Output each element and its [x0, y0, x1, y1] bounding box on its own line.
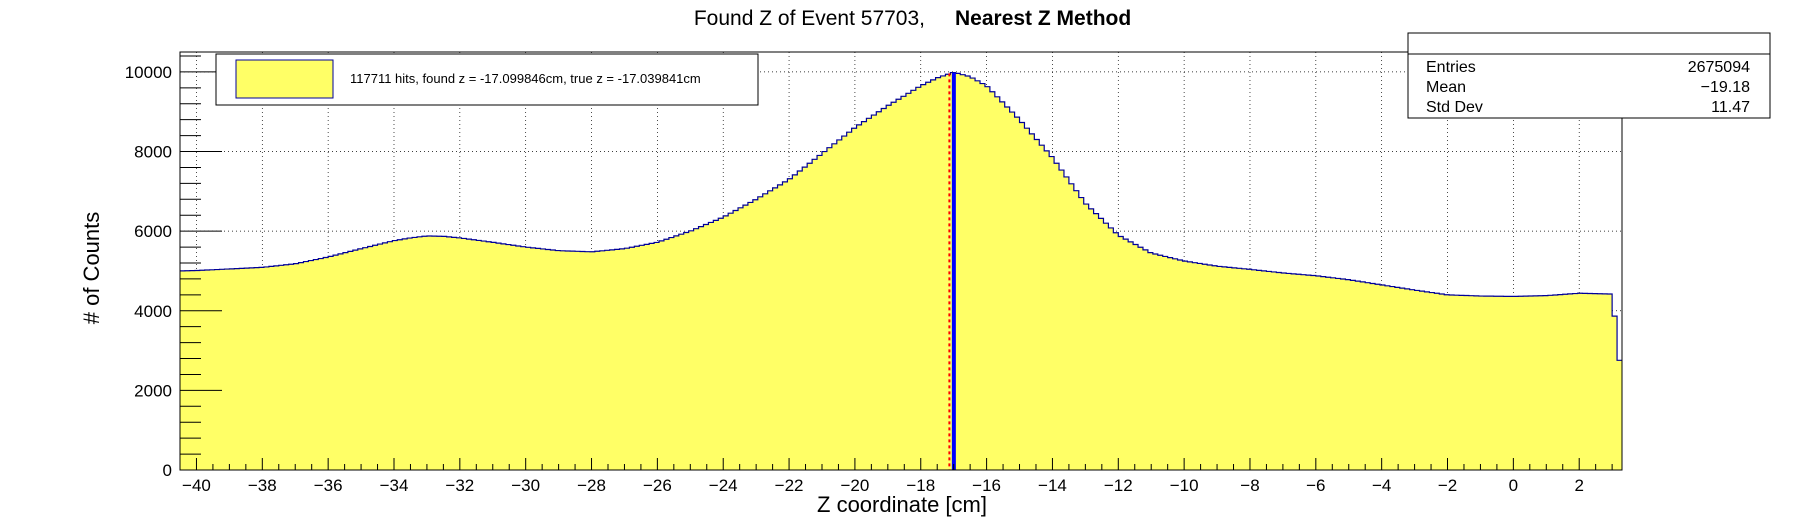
- x-tick-label: −38: [248, 476, 277, 495]
- y-tick-label: 8000: [134, 143, 172, 162]
- x-tick-label: 2: [1574, 476, 1583, 495]
- stats-box: Entries 2675094 Mean −19.18 Std Dev 11.4…: [1407, 32, 1771, 119]
- y-axis: 0 2000 4000 6000 8000 10000: [125, 55, 222, 480]
- x-tick-label: −40: [182, 476, 211, 495]
- x-axis-title: Z coordinate [cm]: [817, 492, 987, 517]
- legend-box: 117711 hits, found z = -17.099846cm, tru…: [215, 53, 759, 106]
- stats-mean-label: Mean: [1426, 79, 1466, 96]
- stats-mean-value: −19.18: [1701, 79, 1750, 96]
- plot-frame: [179, 51, 1623, 471]
- stats-entries-value: 2675094: [1688, 59, 1750, 76]
- x-tick-label: −36: [314, 476, 343, 495]
- y-tick-label: 4000: [134, 302, 172, 321]
- x-tick-label: −6: [1306, 476, 1325, 495]
- x-tick-label: −24: [709, 476, 738, 495]
- x-tick-label: −2: [1438, 476, 1457, 495]
- x-tick-label: −14: [1038, 476, 1067, 495]
- x-tick-label: −20: [840, 476, 869, 495]
- y-axis-title: # of Counts: [79, 212, 104, 325]
- x-tick-label: −8: [1240, 476, 1259, 495]
- x-tick-label: −32: [445, 476, 474, 495]
- y-tick-label: 2000: [134, 381, 172, 400]
- stats-stddev-value: 11.47: [1711, 99, 1750, 116]
- legend-label: 117711 hits, found z = -17.099846cm, tru…: [350, 71, 701, 86]
- x-tick-label: −16: [972, 476, 1001, 495]
- x-tick-label: −26: [643, 476, 672, 495]
- stats-entries-label: Entries: [1426, 59, 1476, 76]
- x-tick-label: −12: [1104, 476, 1133, 495]
- x-tick-label: −34: [380, 476, 409, 495]
- x-axis: −40 −38 −36 −34 −32 −30 −28 −26 −24 −22 −20 −18 −16−…: [179, 458, 1613, 495]
- histogram-outline: [180, 71, 1622, 361]
- x-tick-label: −4: [1372, 476, 1391, 495]
- x-tick-label: −10: [1170, 476, 1199, 495]
- chart-title-prefix: Found Z of Event 57703,: [694, 7, 925, 30]
- x-tick-label: −30: [511, 476, 540, 495]
- chart-title-method: Nearest Z Method: [955, 7, 1131, 30]
- x-tick-label: −18: [906, 476, 935, 495]
- x-tick-label: −22: [775, 476, 804, 495]
- x-tick-label: −28: [577, 476, 606, 495]
- y-tick-label: 0: [163, 461, 172, 480]
- histogram-fill: [180, 72, 1622, 471]
- y-tick-label: 10000: [125, 63, 172, 82]
- stats-stddev-label: Std Dev: [1426, 99, 1483, 116]
- y-tick-label: 6000: [134, 222, 172, 241]
- legend-swatch: [235, 59, 334, 99]
- x-tick-label: 0: [1509, 476, 1518, 495]
